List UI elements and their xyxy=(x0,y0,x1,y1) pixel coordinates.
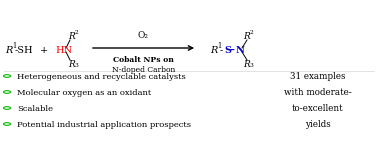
Text: 1: 1 xyxy=(217,42,221,50)
Text: 2: 2 xyxy=(250,30,254,35)
Text: Cobalt NPs on: Cobalt NPs on xyxy=(113,56,174,64)
Text: R: R xyxy=(5,46,12,55)
Text: -: - xyxy=(220,46,223,55)
Text: R: R xyxy=(243,32,250,41)
Text: yields: yields xyxy=(305,120,331,129)
Text: R: R xyxy=(68,32,75,41)
Text: R: R xyxy=(68,60,75,69)
Text: N: N xyxy=(236,46,245,55)
Text: HN: HN xyxy=(55,46,72,55)
Text: Potential industrial application prospects: Potential industrial application prospec… xyxy=(17,121,191,129)
Text: 3: 3 xyxy=(250,63,254,68)
Text: O₂: O₂ xyxy=(138,31,149,40)
Text: 2: 2 xyxy=(75,30,79,35)
Text: 3: 3 xyxy=(75,63,79,68)
Text: to-excellent: to-excellent xyxy=(292,104,344,113)
Text: Scalable: Scalable xyxy=(17,105,53,113)
Text: Molecular oxygen as an oxidant: Molecular oxygen as an oxidant xyxy=(17,89,151,97)
Text: 1: 1 xyxy=(12,42,16,50)
Text: Heterogeneous and recyclable catalysts: Heterogeneous and recyclable catalysts xyxy=(17,73,186,81)
Text: +: + xyxy=(40,46,48,55)
Text: S: S xyxy=(224,46,231,55)
Text: with moderate-: with moderate- xyxy=(284,88,352,97)
Text: 31 examples: 31 examples xyxy=(290,72,346,81)
Text: R: R xyxy=(210,46,217,55)
Text: –: – xyxy=(230,46,235,55)
Text: R: R xyxy=(243,60,250,69)
Text: -SH: -SH xyxy=(15,46,34,55)
Text: N-doped Carbon: N-doped Carbon xyxy=(112,66,175,74)
